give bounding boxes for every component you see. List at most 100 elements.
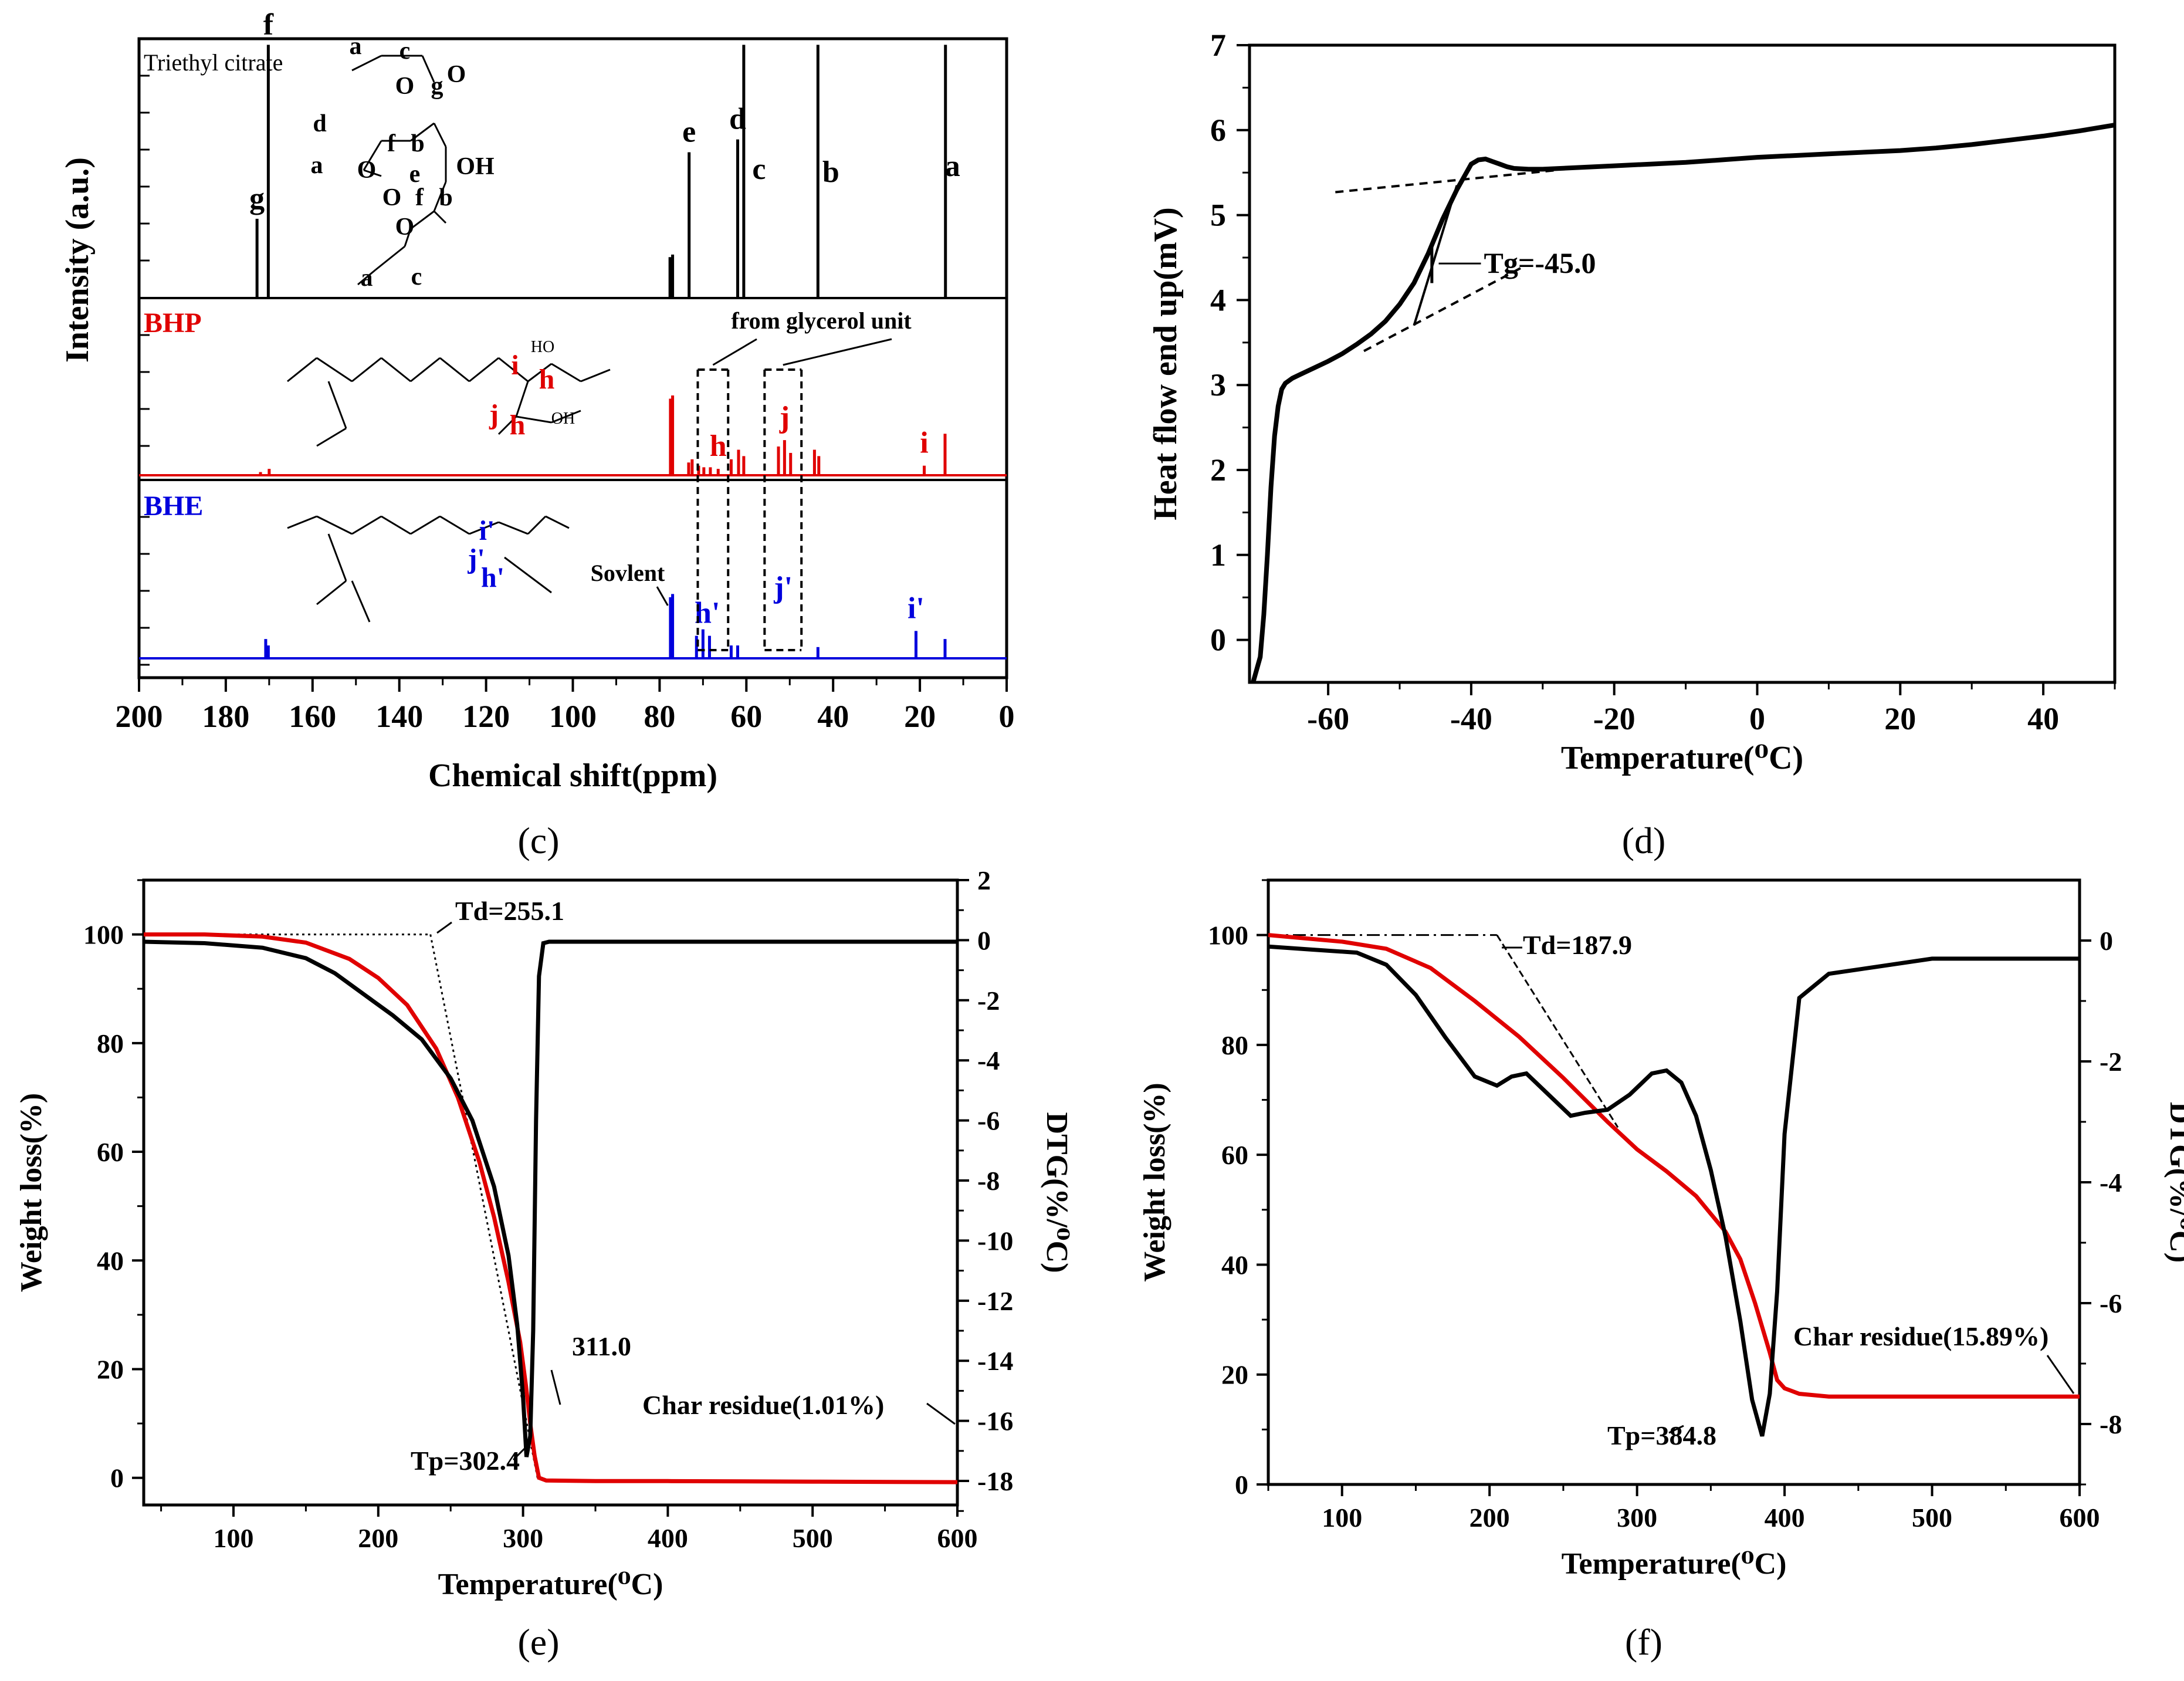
y2-axis-title: DTG(%/⁰C) [2163,1102,2184,1263]
structure-bond [439,357,470,383]
structure-bond [316,580,347,606]
structure-bond [410,122,435,142]
structure-bond [433,181,447,212]
y-tick-label: 4 [1210,282,1226,317]
structure-atom: O [382,184,402,211]
weight-loss-curve [1268,933,2080,1399]
structure-bond [381,357,411,383]
structure-atom: j' [467,543,485,574]
x-tick-label: 20 [904,699,936,734]
y2-tick-label: 0 [977,925,991,955]
structure-bond [404,228,412,247]
structure-atom: h [510,410,526,441]
y2-tick-label: -2 [2100,1047,2122,1077]
structure-bond [351,55,382,72]
annotation-arrow [1668,1425,1684,1434]
plot-frame [142,878,959,1507]
annotation-arrow [926,1402,956,1425]
structure-atom: h [539,364,555,395]
structure-atom: j [489,399,499,430]
structure-atom: O [395,214,415,241]
peak-label-j: j [779,401,790,434]
y-axis-title: Heat flow end up(mV) [1147,207,1184,520]
y2-tick-label: -4 [2100,1168,2122,1198]
panel-label-e: (e) [517,1621,559,1663]
x-tick-label: 0 [1749,701,1765,736]
panel-label-f: (f) [1625,1621,1662,1663]
annotation-label: Char residue(1.01%) [642,1390,884,1420]
y-tick-label: 20 [97,1354,124,1384]
structure-bond [498,357,529,383]
annotation-label: 311.0 [572,1331,631,1361]
y2-tick-label: -4 [977,1046,1000,1075]
structure-bond [498,521,529,535]
y2-tick-label: -18 [977,1466,1013,1496]
structure-atom: i [511,350,519,381]
y2-tick-label: 2 [977,865,991,895]
x-tick-label: 60 [730,699,762,734]
y-tick-label: 40 [1221,1250,1248,1280]
y2-tick-label: -6 [2100,1288,2122,1318]
panel-label-d: (d) [1622,820,1666,861]
x-tick-label: 300 [1617,1503,1657,1533]
annotation-arrow [2046,1355,2075,1394]
structure-bond [375,245,405,271]
y-tick-label: 2 [1210,452,1226,488]
structure-atom: c [411,263,422,290]
structure-bond [287,515,317,529]
y-tick-label: 100 [83,920,124,950]
peak-label-h: h [710,429,727,463]
structure-bond [316,357,353,383]
y2-tick-label: -10 [977,1226,1013,1256]
structure-bond [351,357,382,383]
structure-atom: a [350,33,362,60]
peak-label-a: a [945,150,960,183]
peak-label-b: b [822,155,839,189]
y2-axis-title: DTG(%/⁰C) [1040,1112,1074,1273]
structure-bond [504,556,529,576]
annotation-arrow [783,338,892,366]
y-tick-label: 6 [1210,113,1226,148]
y2-tick-label: 0 [2100,926,2113,956]
structure-bond [469,521,499,535]
structure-atom: f [415,184,424,211]
weight-loss-curve [144,932,958,1484]
structure-atom: a [361,265,373,292]
structure-bond [351,515,382,535]
structure-atom: e [409,161,421,188]
y2-tick-label: -8 [2100,1409,2122,1439]
y-tick-label: 3 [1210,367,1226,403]
x-tick-label: 200 [116,699,163,734]
structure-atom: b [439,184,452,211]
y2-tick-label: -14 [977,1346,1013,1376]
structure-atom: OH [456,153,494,180]
annotation-arrow [436,921,452,934]
annotation-label: Char residue(15.89%) [1793,1321,2048,1351]
y-tick-label: 60 [1221,1140,1248,1170]
annotation-arrow [512,1447,526,1461]
structure-bond [439,515,470,535]
panel-label-c: (c) [517,820,559,861]
x-tick-label: 80 [644,699,675,734]
x-tick-label: 180 [202,699,249,734]
annotation-solvent: Sovlent [591,560,665,586]
structure-bond [580,368,611,383]
structure-bond [527,363,552,383]
y-tick-label: 60 [97,1137,124,1167]
structure-bond [410,515,441,535]
annotation-arrow [550,1369,561,1405]
x-tick-label: 40 [817,699,849,734]
structure-atom: O [447,61,466,88]
structure-atom: O [395,73,415,100]
structure-bond [527,574,552,594]
y-tick-label: 20 [1221,1360,1248,1390]
panel-d-dsc-chart: 0 1 2 3 4 5 6 7 -60 -40 -20 0 20 40 Temperature(⁰C) Hea… [1147,28,2117,776]
structure-atom: f [387,130,396,157]
structure-bond [527,515,547,535]
y-tick-label: 7 [1210,28,1226,63]
peak-label-g: g [249,182,265,215]
y-tick-label: 80 [1221,1030,1248,1060]
structure-bond [410,357,441,383]
annotation-label: Tp=384.8 [1607,1420,1716,1450]
